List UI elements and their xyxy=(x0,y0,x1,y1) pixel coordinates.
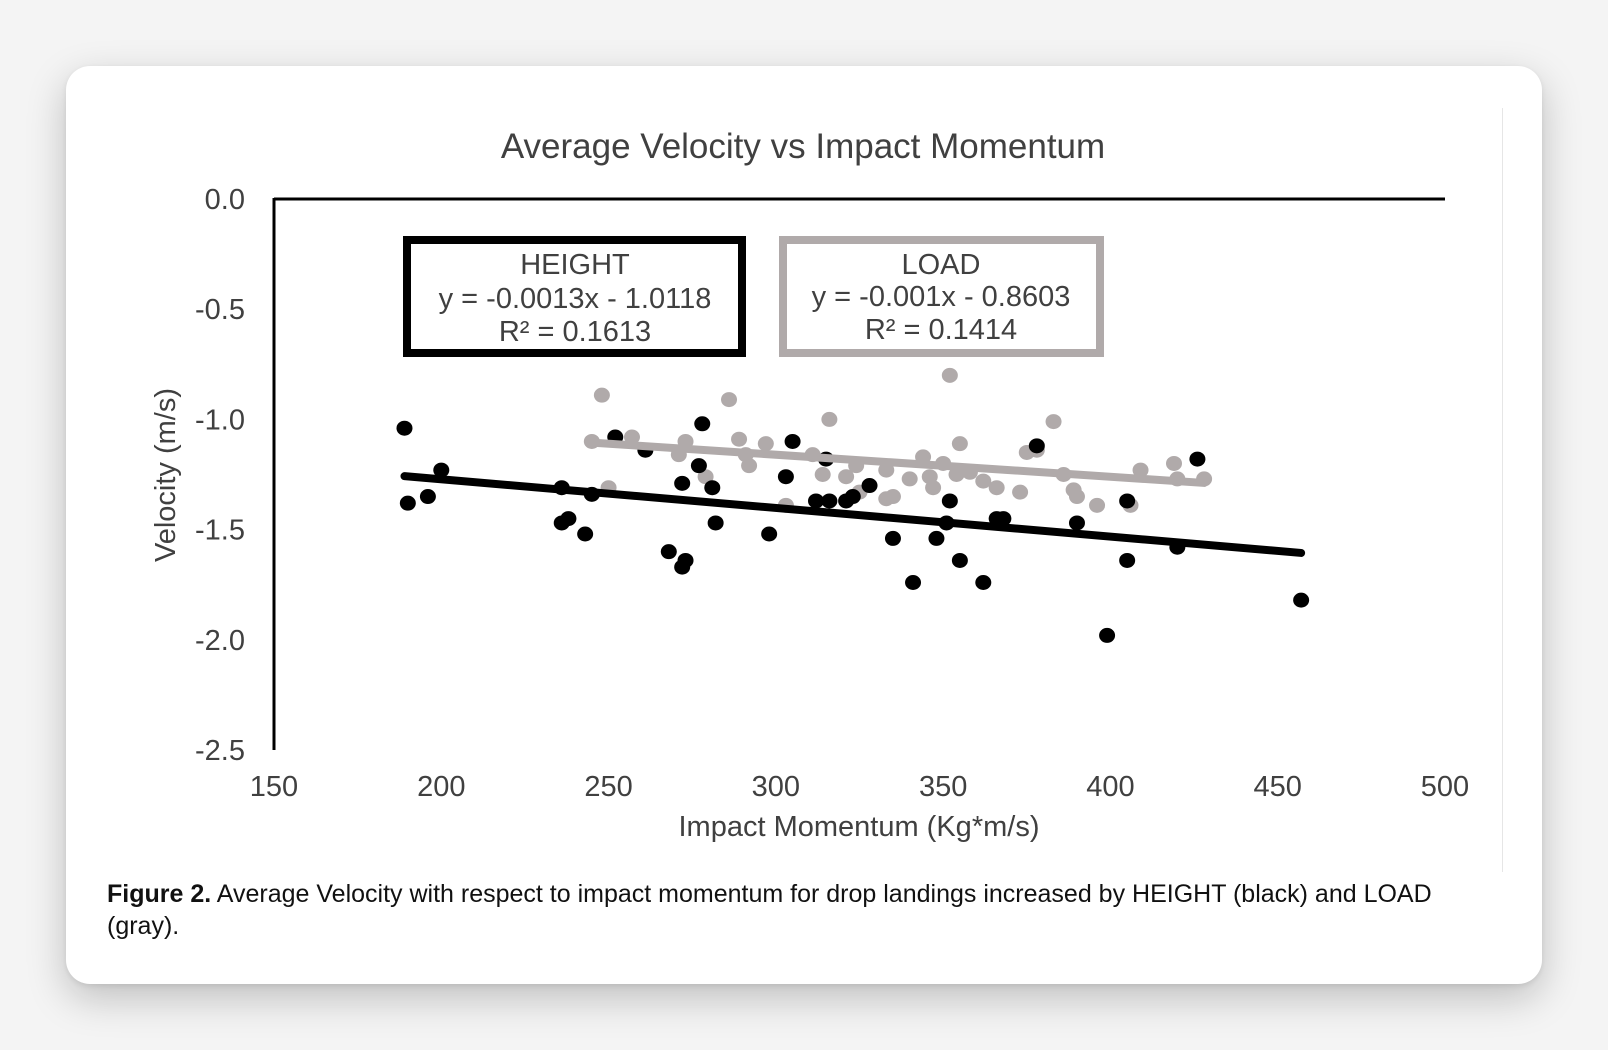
y-tick-label: -0.5 xyxy=(195,294,245,326)
load-data-point xyxy=(721,392,738,408)
load-legend-name: LOAD xyxy=(902,249,981,281)
height-data-point xyxy=(707,515,724,531)
chart-title: Average Velocity vs Impact Momentum xyxy=(501,127,1105,166)
load-trendline xyxy=(587,438,1209,487)
x-tick-label: 200 xyxy=(417,771,465,803)
height-data-point xyxy=(808,493,825,509)
x-tick-label: 450 xyxy=(1254,771,1302,803)
height-data-point xyxy=(995,511,1012,527)
height-data-point xyxy=(975,574,992,590)
load-series-points xyxy=(583,367,1213,513)
height-data-point xyxy=(674,475,691,491)
x-tick-label: 150 xyxy=(250,771,298,803)
height-data-point xyxy=(1189,451,1206,467)
height-data-point xyxy=(704,480,721,496)
height-data-point xyxy=(433,462,450,478)
figure-caption-label: Figure 2. xyxy=(107,880,212,908)
height-data-point xyxy=(660,544,677,560)
figure-caption: Figure 2. Average Velocity with respect … xyxy=(107,878,1507,942)
load-data-point xyxy=(975,473,992,489)
height-data-point xyxy=(419,489,436,505)
load-data-point xyxy=(901,471,918,487)
load-data-point xyxy=(821,411,838,427)
height-data-point xyxy=(761,526,778,542)
x-tick-label: 400 xyxy=(1086,771,1134,803)
x-tick-label: 300 xyxy=(752,771,800,803)
figure-card xyxy=(66,66,1542,984)
x-tick-label: 350 xyxy=(919,771,967,803)
x-axis-label: Impact Momentum (Kg*m/s) xyxy=(679,811,1040,843)
load-data-point xyxy=(593,387,610,403)
load-data-point xyxy=(731,431,748,447)
load-data-point xyxy=(741,458,758,474)
height-data-point xyxy=(677,552,694,568)
load-data-point xyxy=(884,489,901,505)
y-tick-label: 0.0 xyxy=(205,184,245,216)
height-data-point xyxy=(951,552,968,568)
load-data-point xyxy=(838,469,855,485)
y-axis-label: Velocity (m/s) xyxy=(150,388,182,562)
load-data-point xyxy=(1045,414,1062,430)
height-data-point xyxy=(844,489,861,505)
y-tick-label: -1.0 xyxy=(195,404,245,436)
height-data-point xyxy=(1119,552,1136,568)
height-data-point xyxy=(1028,438,1045,454)
figure-caption-text: Average Velocity with respect to impact … xyxy=(107,880,1432,940)
trendlines xyxy=(400,438,1306,557)
x-tick-label: 250 xyxy=(584,771,632,803)
height-data-point xyxy=(1099,627,1116,643)
height-data-point xyxy=(399,495,416,511)
height-data-point xyxy=(821,493,838,509)
height-data-point xyxy=(941,493,958,509)
height-data-point xyxy=(396,420,413,436)
height-data-point xyxy=(1119,493,1136,509)
height-legend-box: HEIGHT y = -0.0013x - 1.0118 R² = 0.1613 xyxy=(403,236,746,357)
height-data-point xyxy=(884,530,901,546)
height-data-point xyxy=(905,574,922,590)
height-data-point xyxy=(1293,592,1310,608)
load-data-point xyxy=(814,467,831,482)
height-trendline xyxy=(400,472,1306,557)
x-axis-ticks: 150 200 250 300 350 400 450 500 xyxy=(250,771,1469,803)
load-data-point xyxy=(941,367,958,383)
load-data-point xyxy=(1068,489,1085,505)
load-data-point xyxy=(925,480,942,496)
height-legend-equation: y = -0.0013x - 1.0118 xyxy=(439,283,712,315)
load-legend-r2: R² = 0.1414 xyxy=(865,314,1017,346)
height-data-point xyxy=(861,478,878,494)
load-data-point xyxy=(878,462,895,478)
height-legend-name: HEIGHT xyxy=(520,249,630,281)
load-data-point xyxy=(623,429,640,445)
height-legend-r2: R² = 0.1613 xyxy=(499,316,651,348)
load-data-point xyxy=(697,469,714,485)
x-tick-label: 500 xyxy=(1421,771,1469,803)
y-axis-ticks: 0.0 -0.5 -1.0 -1.5 -2.0 -2.5 xyxy=(195,184,245,767)
load-legend-box: LOAD y = -0.001x - 0.8603 R² = 0.1414 xyxy=(779,236,1104,357)
height-data-point xyxy=(560,511,577,527)
y-tick-label: -1.5 xyxy=(195,515,245,547)
load-data-point xyxy=(1012,484,1029,500)
card-edge-rule xyxy=(1502,108,1503,872)
load-data-point xyxy=(951,436,968,452)
y-tick-label: -2.0 xyxy=(195,625,245,657)
height-data-point xyxy=(777,469,794,485)
height-data-point xyxy=(784,433,801,449)
y-tick-label: -2.5 xyxy=(195,735,245,767)
load-legend-equation: y = -0.001x - 0.8603 xyxy=(812,281,1071,313)
height-data-point xyxy=(928,530,945,546)
load-data-point xyxy=(757,436,774,452)
height-data-point xyxy=(1068,515,1085,531)
height-data-point xyxy=(694,416,711,432)
height-data-point xyxy=(690,458,707,474)
load-data-point xyxy=(1089,497,1106,513)
load-data-point xyxy=(1132,462,1149,478)
load-data-point xyxy=(1165,455,1182,471)
height-data-point xyxy=(577,526,594,542)
load-data-point xyxy=(988,480,1005,496)
height-series-points xyxy=(396,416,1310,643)
